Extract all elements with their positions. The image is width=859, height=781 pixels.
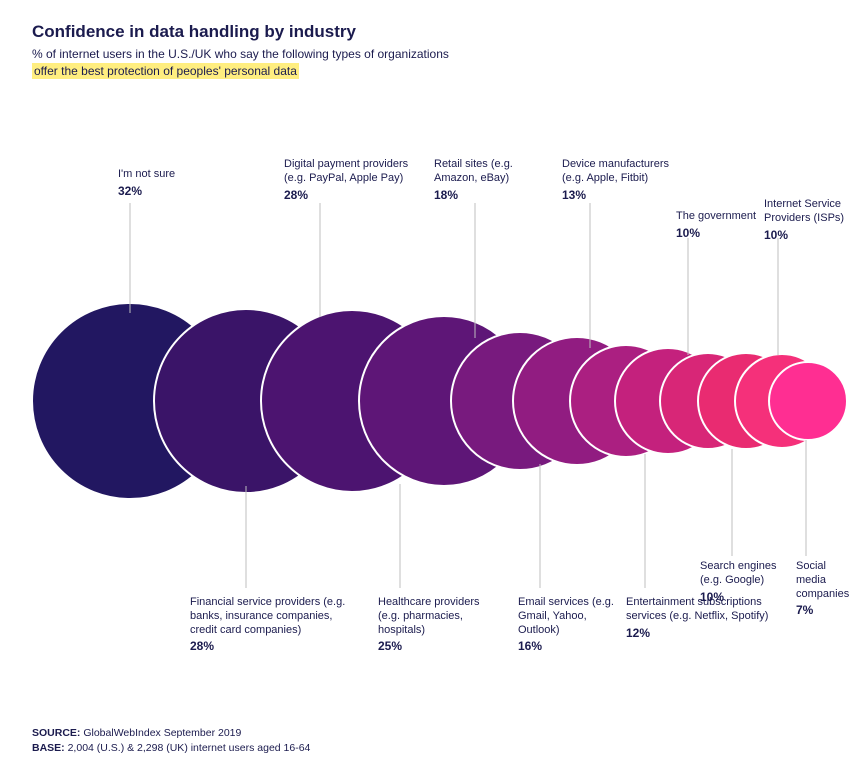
label-value-search: 10% [700,590,790,605]
label-value-isp: 10% [764,228,856,243]
label-isp: Internet Service Providers (ISPs) 10% [764,198,856,243]
label-text-not-sure: I'm not sure [118,168,175,180]
label-government: The government 10% [676,210,776,241]
label-text-healthcare: Healthcare providers (e.g. pharmacies, h… [378,596,480,636]
bubble-social [769,362,847,440]
label-value-email: 16% [518,639,618,654]
footer-source-text: GlobalWebIndex September 2019 [83,727,241,739]
label-text-email: Email services (e.g. Gmail, Yahoo, Outlo… [518,596,614,636]
label-value-devices: 13% [562,188,692,203]
footer-source-label: SOURCE: [32,727,80,739]
label-text-search: Search engines (e.g. Google) [700,560,776,586]
chart-footer: SOURCE: GlobalWebIndex September 2019 BA… [32,726,310,758]
label-value-retail: 18% [434,188,544,203]
label-email: Email services (e.g. Gmail, Yahoo, Outlo… [518,596,618,654]
label-text-social: Social media companies [796,560,849,600]
label-text-retail: Retail sites (e.g. Amazon, eBay) [434,158,513,184]
label-retail: Retail sites (e.g. Amazon, eBay) 18% [434,158,544,203]
bubble-chart [0,0,859,781]
label-value-social: 7% [796,603,854,618]
label-value-entertainment: 12% [626,626,796,641]
label-text-payments: Digital payment providers (e.g. PayPal, … [284,158,408,184]
page-root: Confidence in data handling by industry … [0,0,859,781]
label-value-payments: 28% [284,188,424,203]
label-value-government: 10% [676,226,776,241]
circles-group [32,303,847,499]
footer-source: SOURCE: GlobalWebIndex September 2019 [32,726,310,742]
label-text-isp: Internet Service Providers (ISPs) [764,198,844,224]
label-search: Search engines (e.g. Google) 10% [700,560,790,605]
footer-base-label: BASE: [32,742,65,754]
label-financial: Financial service providers (e.g. banks,… [190,596,360,654]
label-payments: Digital payment providers (e.g. PayPal, … [284,158,424,203]
label-social: Social media companies 7% [796,560,854,618]
footer-base-text: 2,004 (U.S.) & 2,298 (UK) internet users… [68,742,311,754]
label-text-government: The government [676,210,756,222]
label-devices: Device manufacturers (e.g. Apple, Fitbit… [562,158,692,203]
label-text-devices: Device manufacturers (e.g. Apple, Fitbit… [562,158,669,184]
label-text-financial: Financial service providers (e.g. banks,… [190,596,345,636]
label-value-not-sure: 32% [118,184,238,199]
label-healthcare: Healthcare providers (e.g. pharmacies, h… [378,596,498,654]
footer-base: BASE: 2,004 (U.S.) & 2,298 (UK) internet… [32,741,310,757]
label-value-financial: 28% [190,639,360,654]
label-value-healthcare: 25% [378,639,498,654]
label-not-sure: I'm not sure 32% [118,168,238,199]
